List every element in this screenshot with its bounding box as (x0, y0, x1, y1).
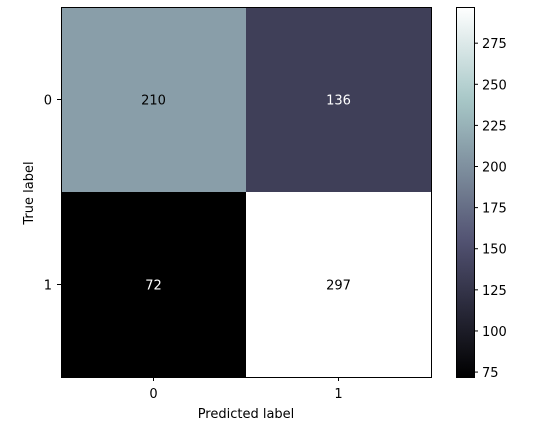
colorbar-tick-label-0: 75 (482, 366, 499, 381)
x-tick-label-1: 1 (334, 387, 342, 402)
matrix-cell-labels: 210 136 72 297 (141, 94, 351, 294)
y-tick-label-0: 0 (44, 94, 52, 109)
cell-label-0-1: 136 (326, 94, 351, 109)
x-tick-label-0: 0 (149, 387, 157, 402)
cell-1-0 (61, 192, 246, 377)
colorbar-tick-label-6: 225 (482, 119, 507, 134)
colorbar-tick-label-1: 100 (482, 325, 507, 340)
colorbar-tick-label-3: 150 (482, 243, 507, 258)
colorbar (456, 7, 474, 377)
colorbar-frame (456, 7, 475, 378)
colorbar-tick-label-4: 175 (482, 202, 507, 217)
cell-1-1 (246, 192, 431, 377)
colorbar-tick-label-7: 250 (482, 78, 507, 93)
colorbar-tick-label-5: 200 (482, 161, 507, 176)
x-axis-label: Predicted label (198, 407, 295, 422)
cell-0-0 (61, 7, 246, 192)
cell-0-1 (246, 7, 431, 192)
cell-label-1-0: 72 (145, 279, 162, 294)
matrix-cells (61, 7, 431, 377)
colorbar-tick-label-8: 275 (482, 37, 507, 52)
y-axis-label: True label (22, 161, 37, 225)
cell-label-1-1: 297 (326, 279, 351, 294)
colorbar-ticks: 75 100 125 150 175 200 225 250 275 (474, 37, 507, 381)
matrix-frame (61, 7, 432, 378)
colorbar-tick-label-2: 125 (482, 284, 507, 299)
y-axis-ticks: 01 (44, 94, 61, 294)
y-tick-label-1: 1 (44, 279, 52, 294)
cell-label-0-0: 210 (141, 94, 166, 109)
